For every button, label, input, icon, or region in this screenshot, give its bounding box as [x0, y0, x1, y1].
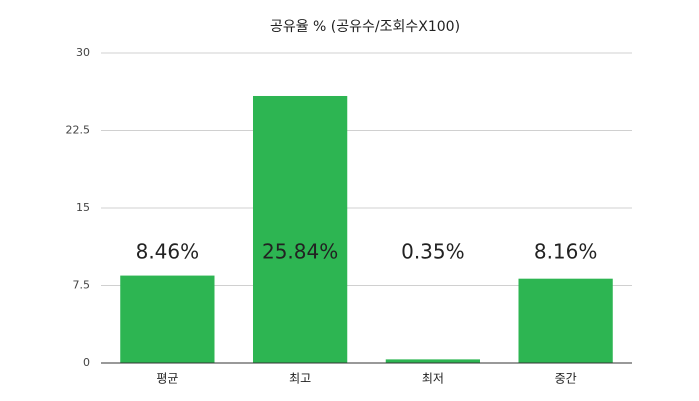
bar: [385, 359, 481, 363]
y-tick-label: 30: [76, 46, 90, 59]
bar: [120, 275, 215, 363]
y-tick-label: 15: [76, 201, 90, 214]
y-tick-label: 7.5: [73, 279, 91, 292]
x-tick-label: 최고: [289, 372, 311, 386]
x-tick-label: 평균: [156, 372, 178, 386]
chart-title: 공유율 % (공유수/조회수X100): [270, 19, 460, 35]
value-label: 0.35%: [401, 240, 465, 264]
bar: [252, 95, 348, 363]
value-label: 8.16%: [534, 240, 598, 264]
bar: [518, 278, 613, 363]
x-tick-label: 중간: [555, 372, 577, 386]
y-tick-label: 0: [83, 356, 90, 369]
value-label: 25.84%: [262, 240, 338, 264]
y-tick-label: 22.5: [66, 124, 91, 137]
x-tick-label: 최저: [422, 372, 444, 386]
value-label: 8.46%: [136, 240, 200, 264]
